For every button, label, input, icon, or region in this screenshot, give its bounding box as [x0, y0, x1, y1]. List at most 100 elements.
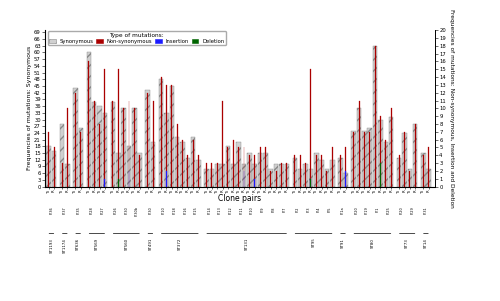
Bar [326, 171, 328, 187]
Text: ST14: ST14 [424, 238, 428, 248]
Text: ST636: ST636 [76, 238, 80, 250]
Bar [104, 179, 106, 187]
Text: P-29: P-29 [410, 206, 414, 214]
Text: P-2: P-2 [296, 206, 300, 212]
Bar [222, 101, 223, 187]
Bar [321, 155, 322, 187]
Bar [294, 155, 296, 187]
Bar [292, 157, 297, 187]
Bar [320, 160, 324, 187]
Bar [324, 169, 329, 187]
Text: ST569: ST569 [95, 238, 99, 250]
Y-axis label: Frequencies of mutations: Non-synonymous, Insertion and Deletion: Frequencies of mutations: Non-synonymous… [448, 9, 454, 208]
Bar [274, 164, 278, 187]
Text: ST131: ST131 [244, 238, 248, 250]
Bar [310, 179, 312, 187]
Bar [204, 169, 209, 187]
Text: P-18: P-18 [172, 206, 176, 214]
Bar [191, 138, 196, 187]
Text: P-7: P-7 [282, 206, 286, 212]
Bar [112, 101, 114, 187]
Bar [152, 101, 154, 187]
Bar [402, 133, 407, 187]
Text: P-27: P-27 [100, 206, 104, 214]
Bar [118, 179, 119, 187]
Bar [166, 85, 167, 187]
Text: P-11: P-11 [240, 206, 244, 214]
Bar [352, 131, 356, 187]
Bar [132, 108, 136, 187]
Bar [364, 132, 365, 187]
Bar [138, 153, 142, 187]
Bar [258, 153, 262, 187]
Bar [176, 124, 178, 187]
Bar [88, 61, 90, 187]
Text: P-36: P-36 [50, 206, 54, 214]
Bar [380, 163, 381, 187]
Text: ST80: ST80 [370, 238, 374, 248]
Text: P-30b: P-30b [135, 206, 139, 216]
Bar [389, 117, 394, 187]
Bar [164, 113, 168, 187]
Bar [254, 179, 255, 187]
Bar [151, 142, 156, 187]
Text: P-5: P-5 [328, 206, 332, 212]
Text: P-26: P-26 [114, 206, 117, 214]
Bar [210, 169, 214, 187]
Bar [284, 164, 289, 187]
Bar [236, 142, 241, 187]
Text: P-20: P-20 [354, 206, 358, 214]
Bar [147, 93, 148, 187]
Text: P-30: P-30 [148, 206, 152, 214]
Bar [159, 79, 164, 187]
Bar [128, 101, 130, 187]
Bar [428, 147, 429, 187]
Legend: Synonymous, Non-synonymous, Insertion, Deletion: Synonymous, Non-synonymous, Insertion, D… [48, 31, 226, 45]
Bar [67, 108, 68, 187]
Text: P-20: P-20 [400, 206, 404, 214]
Text: P-12: P-12 [228, 206, 232, 214]
Bar [182, 140, 183, 187]
Bar [268, 169, 273, 187]
Text: P-30: P-30 [124, 206, 128, 214]
Text: P-37: P-37 [63, 206, 67, 214]
Bar [128, 171, 130, 187]
Bar [310, 69, 312, 187]
Bar [358, 101, 360, 187]
Text: P-14: P-14 [207, 206, 211, 214]
Bar [421, 153, 426, 187]
Bar [357, 108, 362, 187]
Text: P-35: P-35 [76, 206, 80, 214]
Bar [332, 147, 333, 187]
Text: ST1193: ST1193 [50, 238, 54, 253]
Bar [398, 155, 400, 187]
Bar [78, 129, 83, 187]
Bar [170, 86, 174, 187]
Bar [233, 140, 234, 187]
Bar [305, 163, 306, 187]
Bar [104, 69, 106, 187]
Bar [408, 169, 412, 187]
Text: ST491: ST491 [148, 238, 152, 250]
Bar [160, 77, 162, 187]
Bar [215, 164, 220, 187]
Text: P-15: P-15 [194, 206, 198, 214]
Bar [46, 146, 51, 187]
Bar [374, 46, 376, 187]
Bar [217, 163, 218, 187]
Text: ST95: ST95 [312, 238, 316, 247]
Bar [286, 163, 288, 187]
Bar [52, 151, 56, 187]
Bar [92, 102, 96, 187]
Bar [265, 147, 266, 187]
Bar [122, 108, 126, 187]
Text: ST91: ST91 [341, 238, 345, 248]
Bar [146, 91, 150, 187]
Text: P-8: P-8 [272, 206, 276, 212]
Bar [99, 124, 100, 187]
Text: P-4: P-4 [317, 206, 321, 212]
Text: P-10: P-10 [162, 206, 166, 214]
Text: P-1: P-1 [376, 206, 380, 212]
Bar [126, 146, 132, 187]
Text: P-10: P-10 [250, 206, 254, 214]
